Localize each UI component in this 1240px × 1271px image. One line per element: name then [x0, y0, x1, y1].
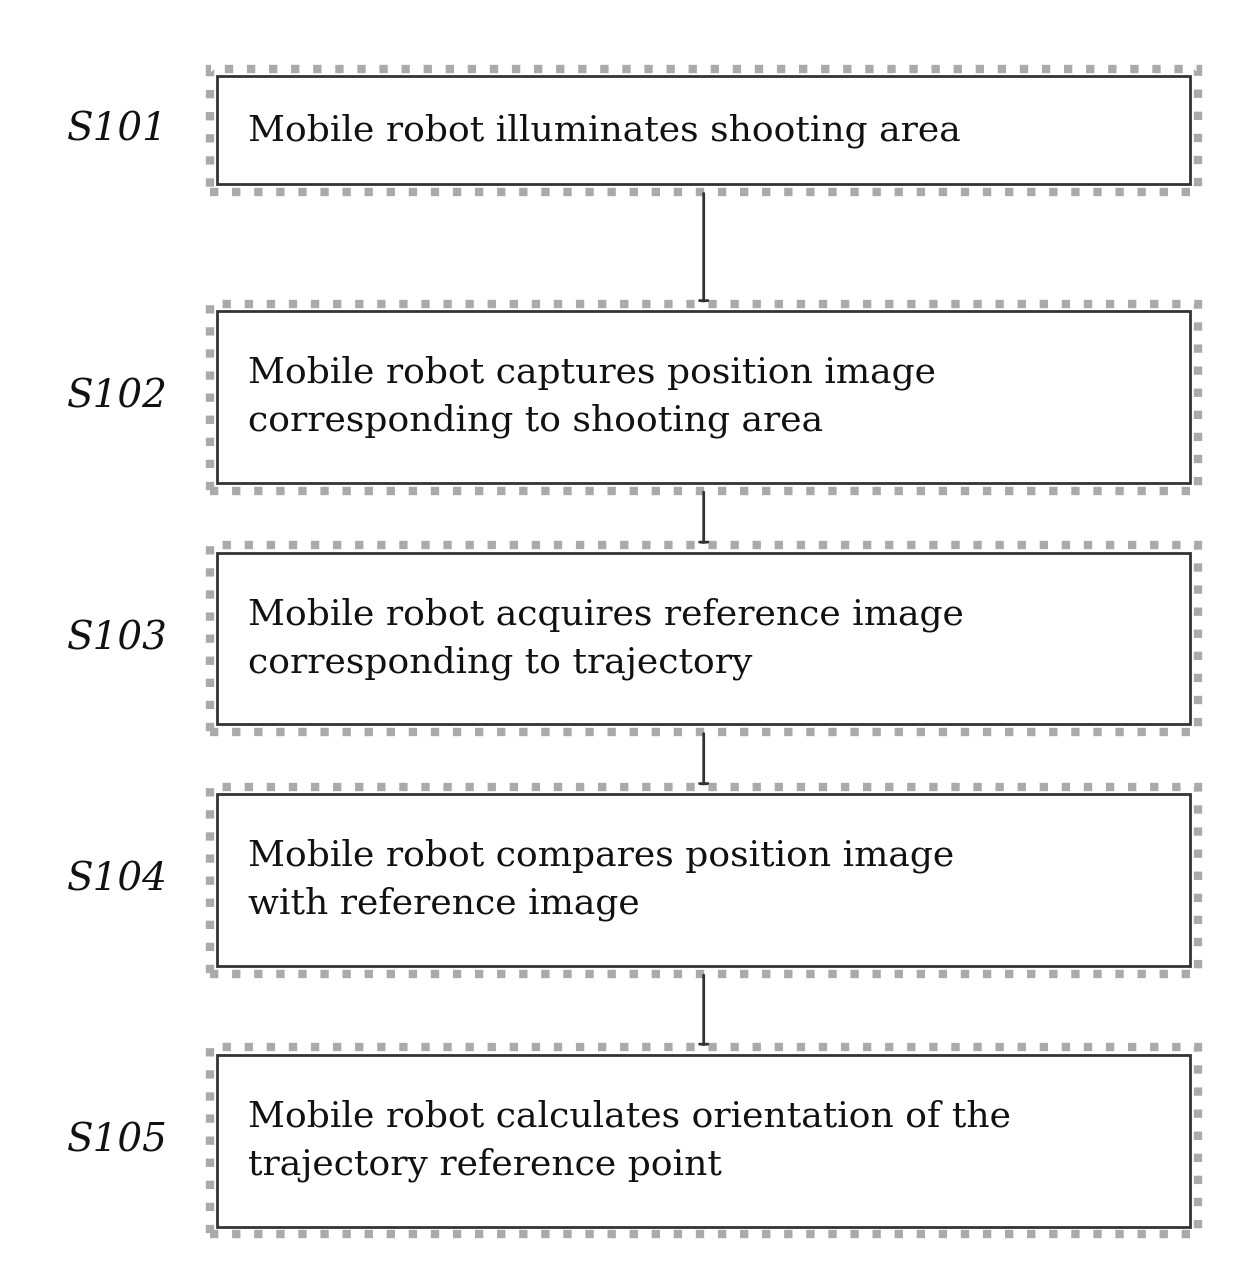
- Text: Mobile robot illuminates shooting area: Mobile robot illuminates shooting area: [248, 113, 961, 147]
- Bar: [217, 553, 1190, 724]
- Bar: [210, 1047, 1198, 1234]
- Text: S102: S102: [67, 379, 169, 416]
- Bar: [217, 794, 1190, 966]
- Text: S101: S101: [67, 112, 169, 149]
- Bar: [217, 76, 1190, 184]
- Bar: [217, 311, 1190, 483]
- Bar: [210, 304, 1198, 491]
- Text: Mobile robot captures position image
corresponding to shooting area: Mobile robot captures position image cor…: [248, 356, 936, 438]
- Text: S103: S103: [67, 620, 169, 657]
- Bar: [217, 1055, 1190, 1227]
- Text: S105: S105: [67, 1122, 169, 1159]
- Text: Mobile robot acquires reference image
corresponding to trajectory: Mobile robot acquires reference image co…: [248, 597, 963, 680]
- Bar: [210, 545, 1198, 732]
- Bar: [210, 69, 1198, 192]
- Text: Mobile robot calculates orientation of the
trajectory reference point: Mobile robot calculates orientation of t…: [248, 1099, 1011, 1182]
- Bar: [210, 787, 1198, 974]
- Text: S104: S104: [67, 862, 169, 899]
- Text: Mobile robot compares position image
with reference image: Mobile robot compares position image wit…: [248, 839, 955, 921]
